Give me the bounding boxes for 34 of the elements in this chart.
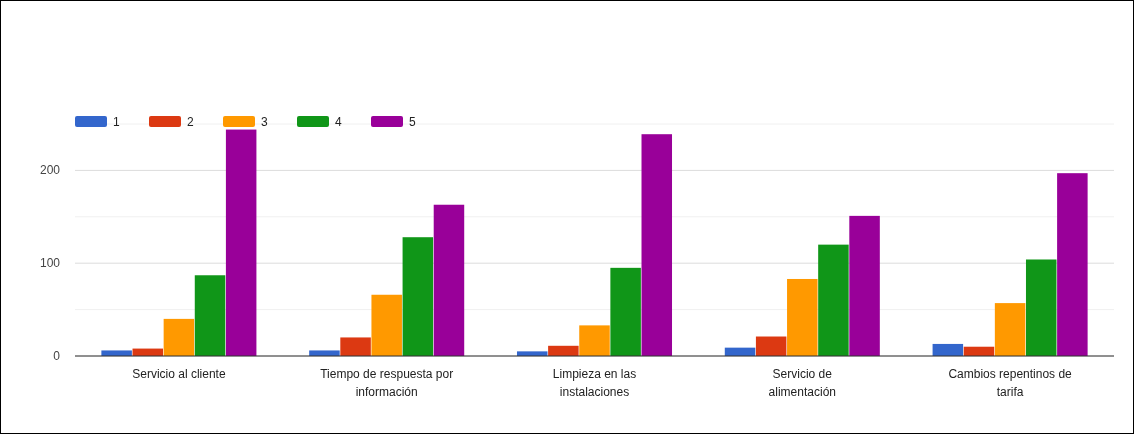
bar bbox=[548, 345, 579, 356]
bar bbox=[641, 134, 673, 356]
bar bbox=[1057, 173, 1088, 356]
bar bbox=[101, 350, 132, 356]
bar bbox=[309, 350, 340, 356]
bar bbox=[402, 237, 434, 356]
bar bbox=[371, 294, 402, 356]
bar bbox=[163, 318, 195, 356]
legend-label: 1 bbox=[113, 115, 120, 129]
bar bbox=[818, 244, 849, 356]
bar bbox=[1025, 259, 1057, 356]
y-tick-label: 0 bbox=[53, 349, 61, 363]
bar bbox=[194, 275, 226, 356]
legend-label: 3 bbox=[261, 115, 268, 129]
bar bbox=[994, 303, 1026, 356]
x-tick-label: Limpieza en las instalaciones bbox=[552, 367, 637, 399]
legend-label: 4 bbox=[335, 115, 342, 129]
x-tick-label: Tiempo de respuesta por información bbox=[320, 367, 454, 399]
y-tick-label: 100 bbox=[39, 256, 61, 271]
bar bbox=[755, 336, 787, 356]
x-tick-label: Cambios repentinos de tarifa bbox=[948, 367, 1073, 399]
bar bbox=[932, 343, 964, 356]
bar bbox=[610, 267, 641, 356]
bar bbox=[340, 337, 371, 356]
bar bbox=[849, 215, 880, 356]
x-tick-label: Servicio al cliente bbox=[132, 367, 226, 381]
bar bbox=[433, 204, 465, 356]
bar bbox=[225, 129, 257, 356]
legend-label: 2 bbox=[187, 115, 194, 129]
y-tick-label: 200 bbox=[39, 163, 61, 178]
bar bbox=[579, 325, 610, 356]
legend-label: 5 bbox=[409, 115, 416, 129]
bar bbox=[787, 278, 818, 356]
x-tick-label: Servicio de alimentación bbox=[768, 367, 836, 399]
